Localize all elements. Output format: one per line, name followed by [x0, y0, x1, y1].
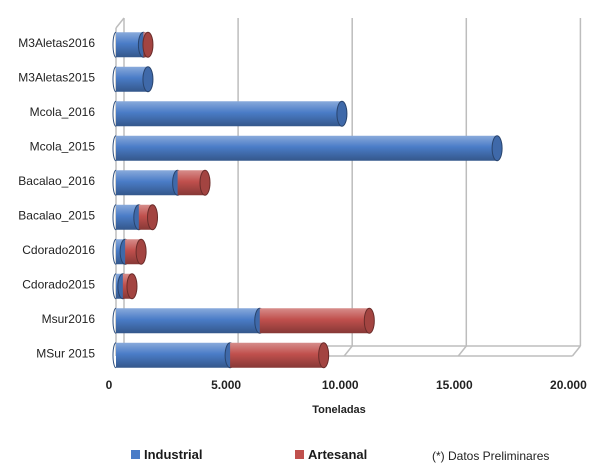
bar-segment-artesanal: [139, 205, 158, 230]
bar-body: [116, 343, 230, 368]
category-label: M3Aletas2016: [18, 36, 95, 50]
bar-body: [116, 308, 260, 333]
x-tick-labels: 0 5.000 10.000 15.000 20.000: [106, 378, 587, 392]
category-label: Mcola_2015: [30, 139, 96, 153]
bar-segment-industrial: [116, 136, 502, 161]
bar-end-cap: [148, 205, 158, 230]
bar-segment-industrial: [116, 308, 265, 333]
bar-end-cap: [136, 239, 146, 264]
legend-label-industrial: Industrial: [144, 447, 203, 462]
legend: Industrial Artesanal: [131, 447, 367, 462]
floor-gridline: [344, 346, 352, 356]
x-tick-label: 15.000: [436, 378, 473, 392]
bar-end-cap: [127, 274, 137, 299]
preliminary-data-note: (*) Datos Preliminares: [432, 449, 549, 463]
bar-end-cap: [200, 170, 210, 195]
x-tick-label: 20.000: [550, 378, 587, 392]
category-label: M3Aletas2015: [18, 70, 95, 84]
bar-end-cap: [319, 343, 329, 368]
bar-end-cap: [143, 67, 153, 92]
x-axis-title: Toneladas: [312, 404, 366, 416]
floor-gridline: [458, 346, 466, 356]
bar-body: [116, 101, 342, 126]
x-tick-label: 0: [106, 378, 113, 392]
bar-segment-industrial: [116, 67, 153, 92]
bar-segment-artesanal: [123, 274, 137, 299]
bar-end-cap: [492, 136, 502, 161]
legend-swatch-industrial: [131, 450, 140, 459]
bar-end-cap: [364, 308, 374, 333]
x-tick-label: 5.000: [211, 378, 241, 392]
bar-body: [116, 170, 178, 195]
legend-swatch-artesanal: [295, 450, 304, 459]
bar-segment-artesanal: [260, 308, 375, 333]
category-label: Cdorado2016: [22, 243, 95, 257]
bar-segment-industrial: [116, 170, 183, 195]
bar-segment-artesanal: [125, 239, 146, 264]
category-label: MSur 2015: [36, 346, 95, 360]
category-label: Cdorado2015: [22, 277, 95, 291]
bar-segment-artesanal: [143, 32, 153, 57]
category-label: Msur2016: [42, 312, 96, 326]
side-wall-top-edge: [116, 18, 124, 28]
bar-body: [230, 343, 324, 368]
category-label: Bacalao_2016: [18, 174, 95, 188]
bar-end-cap: [143, 32, 153, 57]
x-tick-label: 10.000: [322, 378, 359, 392]
bar-segment-artesanal: [178, 170, 210, 195]
bar-segment-artesanal: [230, 343, 329, 368]
category-label: Mcola_2016: [30, 105, 96, 119]
category-labels: M3Aletas2016 M3Aletas2015 Mcola_2016 Mcola_…: [18, 36, 95, 361]
bar-body: [116, 136, 497, 161]
floor-gridline: [572, 346, 580, 356]
category-label: Bacalao_2015: [18, 208, 95, 222]
bar-body: [260, 308, 370, 333]
legend-label-artesanal: Artesanal: [308, 447, 367, 462]
bar-segment-industrial: [116, 343, 235, 368]
bars: [113, 32, 502, 368]
bar-end-cap: [337, 101, 347, 126]
bar-segment-industrial: [116, 101, 347, 126]
